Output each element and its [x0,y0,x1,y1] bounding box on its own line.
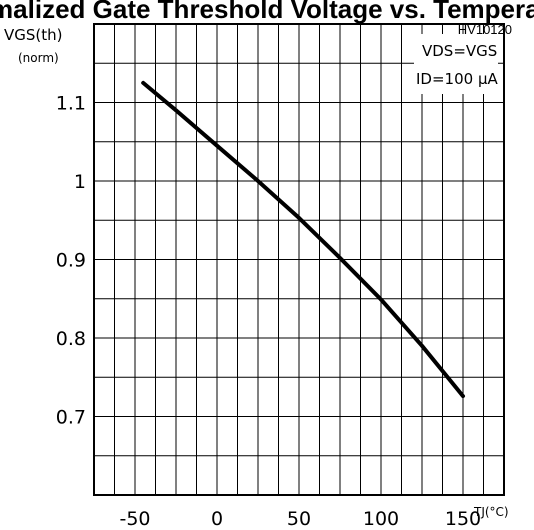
chart-title: Normalized Gate Threshold Voltage vs. Te… [0,0,534,24]
y-tick-label: 1 [74,171,86,193]
x-tick-label: -50 [119,508,150,530]
condition-vds: VDS=VGS [422,42,497,60]
x-tick-label: 0 [211,508,223,530]
x-tick-labels: -50 0 50 100 150 [119,508,481,530]
threshold-curve [141,80,465,399]
figure-code: HV10120 [458,22,512,37]
y-tick-label: 1.1 [56,93,86,115]
x-axis-label: TJ(°C) [473,505,509,519]
x-tick-label: 150 [445,508,481,530]
plot-frame [93,23,505,496]
condition-id: ID=100 μA [416,70,498,88]
conditions-box-bg [414,34,498,94]
y-tick-label: 0.9 [56,250,86,272]
grid-lines [94,24,504,495]
y-tick-label: 0.7 [56,407,86,429]
x-tick-label: 100 [363,508,399,530]
y-axis-unit: (norm) [18,51,59,65]
y-axis-label: VGS(th) [4,26,63,44]
x-tick-label: 50 [287,508,311,530]
y-tick-labels: 0.7 0.8 0.9 1 1.1 [56,93,86,429]
y-tick-label: 0.8 [56,328,86,350]
